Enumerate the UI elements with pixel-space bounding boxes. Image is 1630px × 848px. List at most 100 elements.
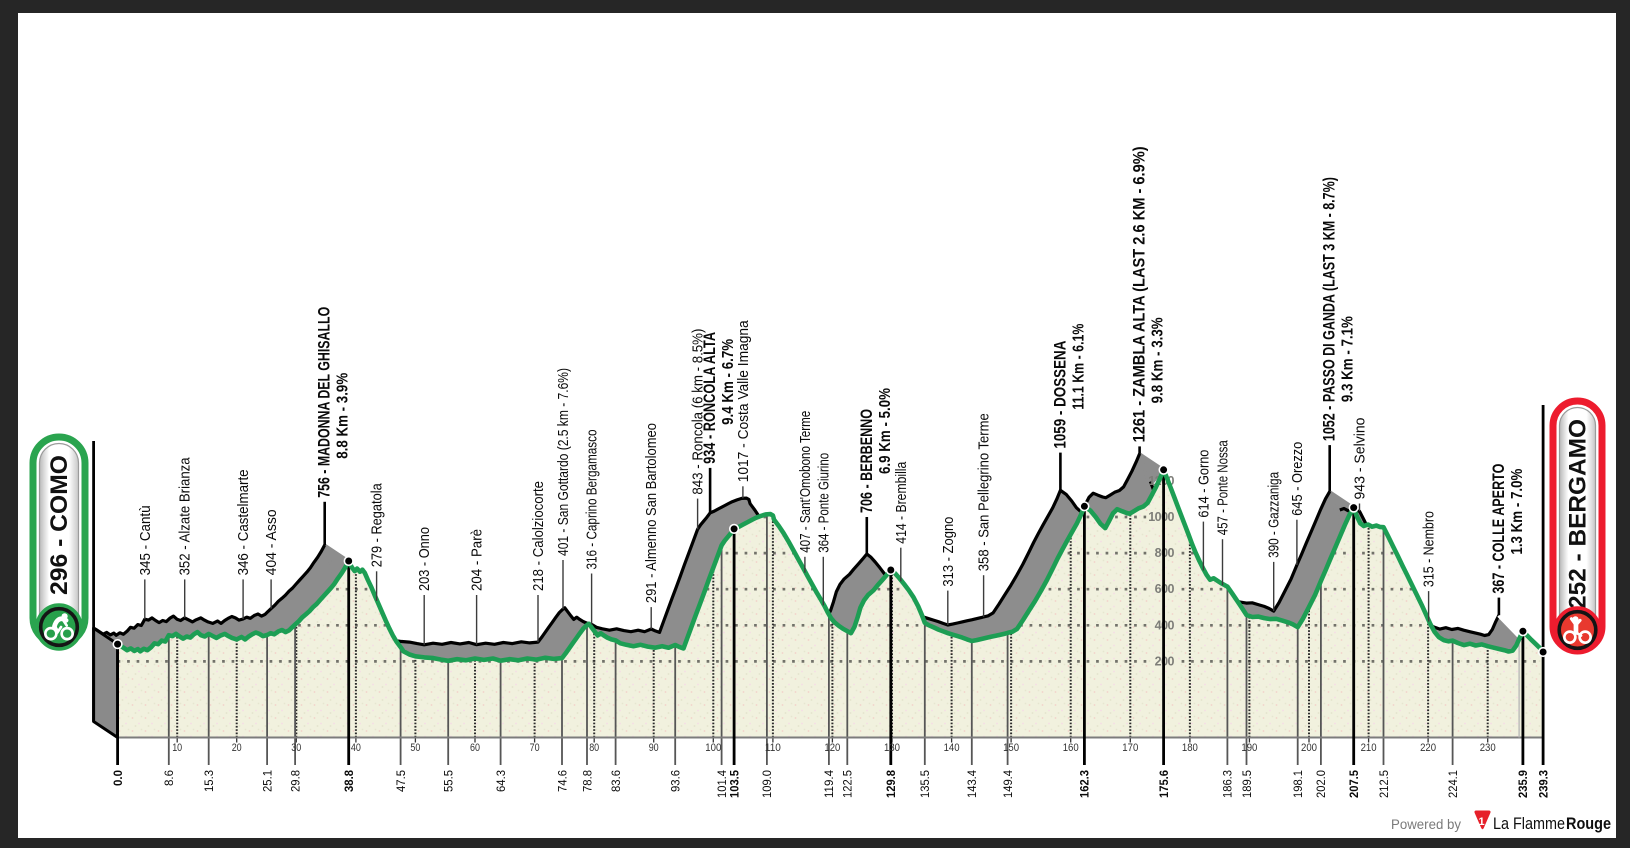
svg-text:150: 150	[1003, 742, 1019, 754]
svg-text:149.4: 149.4	[1001, 770, 1015, 798]
svg-text:80: 80	[589, 742, 599, 754]
svg-text:55.5: 55.5	[442, 770, 456, 792]
svg-text:220: 220	[1420, 742, 1436, 754]
svg-text:143.4: 143.4	[965, 770, 979, 798]
svg-text:70: 70	[530, 742, 540, 754]
svg-text:1000: 1000	[1148, 510, 1174, 524]
svg-text:74.6: 74.6	[555, 770, 569, 792]
svg-text:645 - Orezzo: 645 - Orezzo	[1289, 442, 1306, 516]
svg-text:130: 130	[884, 742, 900, 754]
svg-text:252 - BERGAMO: 252 - BERGAMO	[1565, 419, 1592, 609]
svg-text:190: 190	[1241, 742, 1257, 754]
svg-text:8.6: 8.6	[162, 770, 176, 786]
svg-text:210: 210	[1361, 742, 1377, 754]
svg-text:212.5: 212.5	[1377, 770, 1391, 798]
svg-text:934 - RONCOLA ALTA: 934 - RONCOLA ALTA	[701, 332, 719, 464]
svg-text:119.4: 119.4	[822, 770, 836, 798]
svg-text:8.8 Km - 3.9%: 8.8 Km - 3.9%	[335, 373, 352, 459]
svg-text:390 - Gazzaniga: 390 - Gazzaniga	[1266, 471, 1283, 557]
svg-text:9.4 Km - 6.7%: 9.4 Km - 6.7%	[720, 339, 737, 425]
svg-text:358 - San Pellegrino Terme: 358 - San Pellegrino Terme	[976, 413, 993, 571]
svg-text:135.5: 135.5	[918, 770, 932, 798]
svg-text:202.0: 202.0	[1314, 770, 1328, 798]
svg-text:29.8: 29.8	[288, 770, 302, 792]
svg-text:78.8: 78.8	[580, 770, 594, 792]
svg-text:170: 170	[1122, 742, 1138, 754]
svg-text:93.6: 93.6	[669, 770, 683, 792]
svg-text:25.1: 25.1	[260, 770, 274, 792]
svg-text:10: 10	[172, 742, 182, 754]
svg-text:120: 120	[824, 742, 840, 754]
svg-text:0.0: 0.0	[111, 770, 125, 786]
svg-text:110: 110	[765, 742, 781, 754]
svg-text:1.3 Km - 7.0%: 1.3 Km - 7.0%	[1509, 468, 1526, 554]
svg-text:345 - Cantù: 345 - Cantù	[137, 505, 154, 575]
svg-text:103.5: 103.5	[727, 770, 741, 798]
svg-text:Powered by: Powered by	[1391, 816, 1461, 832]
svg-text:1052 - PASSO DI GANDA (LAST 3: 1052 - PASSO DI GANDA (LAST 3 KM - 8.7%)	[1321, 177, 1339, 441]
svg-text:843 - Roncola (6 km - 8.5%): 843 - Roncola (6 km - 8.5%)	[690, 329, 707, 495]
svg-text:346 - Castelmarte: 346 - Castelmarte	[235, 469, 252, 575]
svg-text:203 - Onno: 203 - Onno	[416, 527, 433, 591]
svg-text:180: 180	[1182, 742, 1198, 754]
svg-text:La Flamme: La Flamme	[1493, 815, 1565, 833]
svg-text:50: 50	[410, 742, 420, 754]
svg-text:122.5: 122.5	[841, 770, 855, 798]
svg-text:235.9: 235.9	[1516, 770, 1530, 798]
svg-text:100: 100	[705, 742, 721, 754]
svg-text:38.8: 38.8	[342, 770, 356, 792]
svg-text:30: 30	[291, 742, 301, 754]
svg-text:15.3: 15.3	[202, 770, 216, 792]
svg-text:200: 200	[1301, 742, 1317, 754]
svg-text:1: 1	[1478, 816, 1484, 828]
svg-text:1059 - DOSSENA: 1059 - DOSSENA	[1051, 341, 1069, 449]
svg-text:291 - Almenno San Bartolomeo: 291 - Almenno San Bartolomeo	[643, 423, 660, 603]
svg-text:109.0: 109.0	[760, 770, 774, 798]
svg-text:160: 160	[1063, 742, 1079, 754]
svg-text:404 - Asso: 404 - Asso	[263, 509, 280, 575]
svg-text:315 - Nembro: 315 - Nembro	[1421, 511, 1438, 587]
svg-text:60: 60	[470, 742, 480, 754]
svg-text:40: 40	[351, 742, 361, 754]
svg-text:296 - COMO: 296 - COMO	[46, 455, 73, 595]
svg-text:204 - Parè: 204 - Parè	[469, 529, 486, 591]
svg-text:230: 230	[1480, 742, 1496, 754]
svg-text:186.3: 186.3	[1221, 770, 1235, 798]
svg-text:207.5: 207.5	[1347, 770, 1361, 798]
svg-text:218 - Calolziocorte: 218 - Calolziocorte	[530, 481, 547, 591]
svg-text:90: 90	[649, 742, 659, 754]
svg-text:101.4: 101.4	[715, 770, 729, 798]
svg-text:407 - Sant'Omobono Terme: 407 - Sant'Omobono Terme	[797, 411, 814, 553]
svg-text:457 - Ponte Nossa: 457 - Ponte Nossa	[1215, 440, 1232, 535]
svg-text:414 - Brembilla: 414 - Brembilla	[893, 461, 910, 543]
svg-text:64.3: 64.3	[494, 770, 508, 792]
svg-text:706 - BERBENNO: 706 - BERBENNO	[858, 409, 876, 513]
svg-text:239.3: 239.3	[1536, 770, 1550, 798]
svg-text:Rouge: Rouge	[1566, 815, 1611, 833]
svg-text:9.8 Km - 3.3%: 9.8 Km - 3.3%	[1150, 317, 1167, 403]
svg-text:943 - Selvino: 943 - Selvino	[1352, 418, 1369, 500]
svg-text:1261 - ZAMBLA ALTA (LAST 2.6 K: 1261 - ZAMBLA ALTA (LAST 2.6 KM - 6.9%)	[1131, 146, 1149, 442]
svg-text:189.5: 189.5	[1240, 770, 1254, 798]
svg-text:1000: 1000	[1148, 510, 1174, 524]
svg-text:1017 - Costa Valle Imagna: 1017 - Costa Valle Imagna	[735, 320, 752, 482]
svg-text:614 - Gorno: 614 - Gorno	[1195, 450, 1212, 518]
svg-text:367 - COLLE APERTO: 367 - COLLE APERTO	[1490, 463, 1508, 593]
svg-text:83.6: 83.6	[609, 770, 623, 792]
svg-text:129.8: 129.8	[884, 770, 898, 798]
svg-text:401 - San Gottardo (2.5 km - 7: 401 - San Gottardo (2.5 km - 7.6%)	[555, 368, 572, 556]
svg-text:47.5: 47.5	[394, 770, 408, 792]
svg-text:313 - Zogno: 313 - Zogno	[940, 517, 957, 587]
svg-text:279 - Regatola: 279 - Regatola	[369, 483, 386, 567]
svg-text:352 - Alzate Brianza: 352 - Alzate Brianza	[177, 457, 194, 575]
svg-text:140: 140	[944, 742, 960, 754]
svg-text:316 - Caprino Bergamasco: 316 - Caprino Bergamasco	[584, 430, 601, 570]
svg-text:9.3 Km - 7.1%: 9.3 Km - 7.1%	[1340, 316, 1357, 402]
svg-text:756 - MADONNA DEL GHISALLO: 756 - MADONNA DEL GHISALLO	[316, 307, 334, 498]
svg-text:20: 20	[232, 742, 242, 754]
svg-text:224.1: 224.1	[1446, 770, 1460, 798]
svg-text:364 - Ponte Giurino: 364 - Ponte Giurino	[815, 453, 832, 553]
svg-text:11.1 Km - 6.1%: 11.1 Km - 6.1%	[1070, 323, 1087, 409]
svg-text:162.3: 162.3	[1078, 770, 1092, 798]
svg-text:175.6: 175.6	[1157, 770, 1171, 798]
